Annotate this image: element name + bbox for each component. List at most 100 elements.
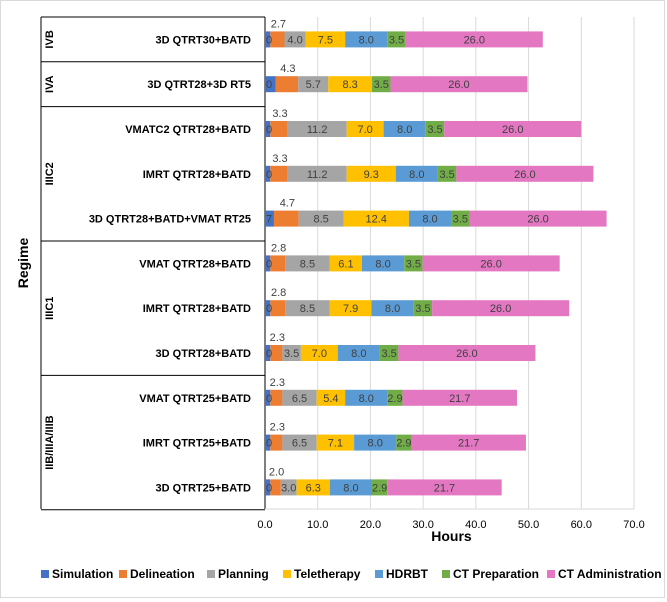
data-label: 26.0 xyxy=(448,79,469,91)
x-tick-label: 50.0 xyxy=(518,519,539,531)
data-label: 26.0 xyxy=(490,303,511,315)
data-label: 2.9 xyxy=(396,438,411,450)
group-label: IVB xyxy=(44,30,56,48)
data-label: 8.0 xyxy=(359,34,374,46)
bar-segment-teletherapy xyxy=(316,389,346,406)
bar-segment-ct-preparation xyxy=(425,121,445,137)
bar-segment-simulation xyxy=(265,434,271,451)
bar-segment-ct-preparation xyxy=(413,300,433,317)
bar-segment-planning xyxy=(287,121,347,137)
data-label: 2.9 xyxy=(387,393,402,405)
bar-segment-teletherapy xyxy=(346,121,384,137)
bar-segment-simulation xyxy=(265,31,271,48)
legend-swatch xyxy=(207,570,215,578)
bar-segment-hdrbt xyxy=(345,389,388,406)
bar-segment-ct-administration xyxy=(398,345,536,361)
bar-segment-ct-administration xyxy=(390,76,528,93)
data-label: 3.3 xyxy=(272,108,287,120)
data-label: 3.5 xyxy=(415,303,430,315)
data-label: 3.5 xyxy=(389,34,404,46)
bar-segment-simulation xyxy=(265,255,271,272)
data-label: 0 xyxy=(266,438,272,450)
bar-segment-planning xyxy=(282,345,301,361)
legend-swatch xyxy=(375,570,383,578)
bar-segment-teletherapy xyxy=(300,345,338,361)
bar-segment-ct-preparation xyxy=(437,165,457,182)
data-label: 5.4 xyxy=(323,393,338,405)
bar-segment-hdrbt xyxy=(371,300,414,317)
data-label: 11.2 xyxy=(307,124,328,136)
legend-label: Planning xyxy=(218,567,269,581)
bar-segment-delineation xyxy=(270,300,286,317)
legend-swatch xyxy=(547,570,555,578)
data-label: 26.0 xyxy=(456,348,477,360)
data-label: 8.0 xyxy=(343,482,358,494)
category-label: VMAT QTRT28+BATD xyxy=(139,258,251,270)
bar-segment-ct-administration xyxy=(411,434,526,451)
bar-segment-ct-preparation xyxy=(387,31,406,48)
data-label: 0 xyxy=(266,393,272,405)
data-label: 3.5 xyxy=(406,258,421,270)
category-label: 3D QTRT28+BATD xyxy=(156,348,252,360)
data-label: 2.0 xyxy=(269,466,284,478)
bar-segment-ct-preparation xyxy=(451,210,470,227)
data-label: 0 xyxy=(266,348,272,360)
bar-segment-teletherapy xyxy=(305,31,346,48)
data-label: 6.1 xyxy=(338,258,353,270)
legend-swatch xyxy=(442,570,450,578)
data-label: 2.7 xyxy=(271,18,286,30)
bar-segment-ct-preparation xyxy=(372,479,388,496)
category-label: 3D QTRT28+3D RT5 xyxy=(147,79,251,91)
category-label: 3D QTRT30+BATD xyxy=(156,34,252,46)
bar-segment-hdrbt xyxy=(383,121,426,137)
bar-segment-planning xyxy=(298,76,329,93)
bar-segment-planning xyxy=(282,434,317,451)
bar-segment-hdrbt xyxy=(395,165,438,182)
data-label: 8.3 xyxy=(342,79,357,91)
group-label: IVA xyxy=(44,75,56,93)
data-label: 3.5 xyxy=(439,169,454,181)
x-axis-title: Hours xyxy=(431,528,472,544)
data-label: 12.4 xyxy=(366,214,387,226)
data-label: 4.7 xyxy=(280,198,295,210)
data-label: 2.9 xyxy=(372,482,387,494)
data-label: 8.0 xyxy=(385,303,400,315)
bar-segment-ct-preparation xyxy=(379,345,399,361)
data-labels: 3D QTRT30+BATD 0 2.74.0 7.5 8.0 3.5 26.0 IVB 3D … xyxy=(44,18,549,494)
data-label: 3.5 xyxy=(374,79,389,91)
data-label: 8.5 xyxy=(300,258,315,270)
bar-segment-ct-administration xyxy=(432,300,570,317)
data-label: 26.0 xyxy=(480,258,501,270)
bar-segment-planning xyxy=(287,165,347,182)
bar-segment-simulation xyxy=(265,479,271,496)
data-label: 2.3 xyxy=(270,332,285,344)
data-label: 2.3 xyxy=(270,377,285,389)
data-label: 8.0 xyxy=(397,124,412,136)
bar-segment-ct-preparation xyxy=(387,389,403,406)
data-label: 6.5 xyxy=(292,438,307,450)
bar-segment-simulation xyxy=(265,210,274,227)
data-label: 7 xyxy=(266,214,272,226)
bar-segment-delineation xyxy=(270,479,281,496)
bar-segment-ct-administration xyxy=(469,210,607,227)
data-label: 2.3 xyxy=(270,422,285,434)
bar-segment-ct-administration xyxy=(456,165,594,182)
bar-segment-planning xyxy=(285,255,330,272)
data-label: 8.0 xyxy=(368,438,383,450)
data-label: 8.0 xyxy=(351,348,366,360)
x-tick-label: 10.0 xyxy=(307,519,328,531)
data-label: 3.5 xyxy=(453,214,468,226)
data-label: 7.9 xyxy=(343,303,358,315)
bar-segment-simulation xyxy=(265,76,276,93)
bar-segment-simulation xyxy=(265,121,271,137)
data-label: 3.5 xyxy=(381,348,396,360)
x-tick-label: 60.0 xyxy=(571,519,592,531)
data-label: 26.0 xyxy=(464,34,485,46)
legend-label: Simulation xyxy=(52,567,113,581)
category-label: 3D QTRT25+BATD xyxy=(156,482,252,494)
data-label: 7.1 xyxy=(328,438,343,450)
data-label: 0 xyxy=(266,303,272,315)
bar-segment-ct-administration xyxy=(444,121,582,137)
data-label: 8.0 xyxy=(422,214,437,226)
